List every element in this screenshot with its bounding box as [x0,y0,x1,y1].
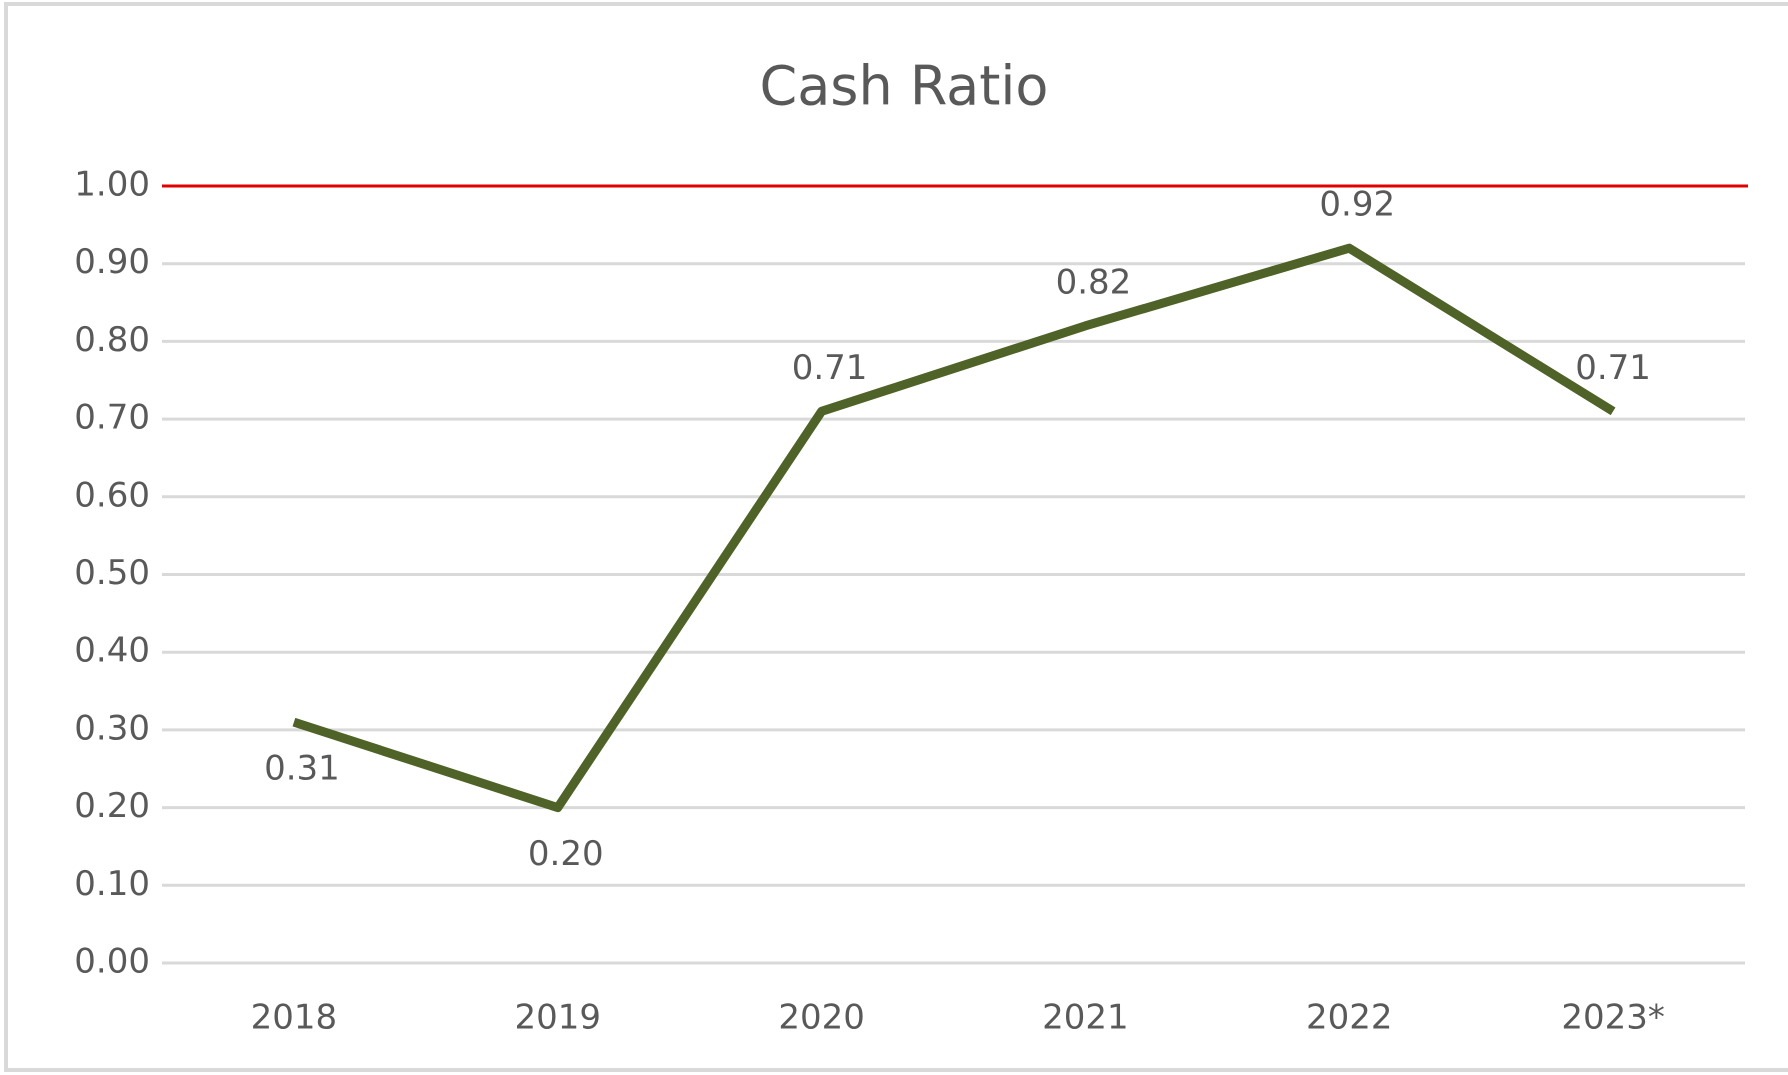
y-tick-label: 0.00 [74,942,150,982]
y-tick-label: 0.10 [74,864,150,904]
x-tick-label: 2019 [514,998,601,1038]
data-line [292,243,1616,813]
y-tick-label: 0.80 [74,320,150,360]
x-tick-label: 2023* [1561,998,1665,1038]
x-tick-label: 2018 [251,998,338,1038]
y-tick-label: 0.90 [74,242,150,282]
x-tick-label: 2020 [778,998,865,1038]
y-tick-label: 0.40 [74,631,150,671]
data-label: 0.71 [1575,348,1651,388]
data-label: 0.92 [1319,185,1395,225]
x-tick-label: 2022 [1306,998,1393,1038]
x-tick-label: 2021 [1042,998,1129,1038]
y-tick-label: 0.70 [74,398,150,438]
y-tick-label: 0.20 [74,786,150,826]
y-tick-label: 0.30 [74,708,150,748]
y-tick-label: 0.50 [74,553,150,593]
data-label: 0.82 [1056,262,1132,302]
y-tick-label: 1.00 [74,165,150,205]
data-label: 0.20 [528,834,604,874]
data-label: 0.71 [792,348,868,388]
chart-title: Cash Ratio [760,55,1049,118]
data-label: 0.31 [264,749,340,789]
chart-frame [4,2,1788,1072]
y-tick-label: 0.60 [74,475,150,515]
